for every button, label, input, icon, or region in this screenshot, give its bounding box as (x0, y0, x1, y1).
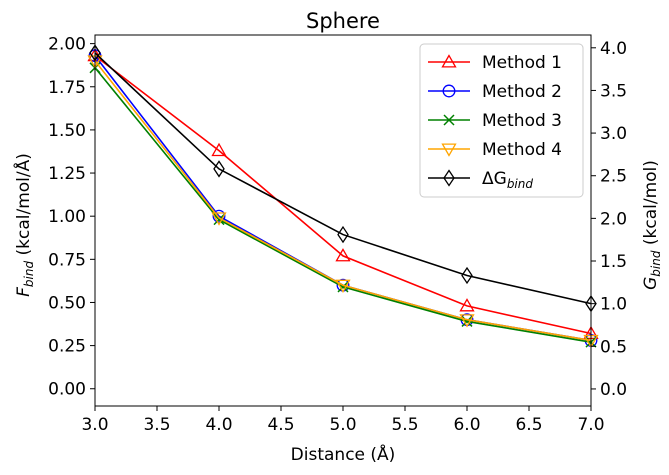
data-point (461, 266, 473, 285)
legend-item: Method 3 (428, 111, 562, 131)
series-line (94, 52, 592, 305)
legend-marker (442, 84, 456, 98)
x-tick-label: 5.5 (391, 415, 418, 435)
legend-label: Method 1 (482, 53, 562, 73)
legend-item: ΔGbind (428, 169, 533, 191)
data-point (459, 298, 475, 312)
left-y-tick-label: 0.50 (48, 293, 86, 313)
legend-item: Method 2 (428, 82, 562, 102)
x-tick-label: 7.0 (577, 415, 604, 435)
right-y-tick-label: 0.0 (600, 380, 627, 400)
x-tick-label: 5.0 (329, 415, 356, 435)
data-point (211, 142, 227, 157)
legend: Method 1 Method 2 Method 3 Method 4 ΔGbind (419, 43, 584, 198)
legend-label: Method 3 (482, 111, 562, 131)
left-y-tick-label: 1.25 (48, 164, 86, 184)
chart-title: Sphere (306, 9, 380, 33)
right-y-tick-label: 2.0 (600, 209, 627, 229)
data-point (213, 160, 225, 178)
data-point (335, 248, 351, 262)
right-y-tick-label: 2.5 (600, 167, 627, 187)
legend-label: ΔGbind (482, 169, 533, 191)
right-y-tick-label: 1.5 (600, 252, 627, 272)
x-tick-label: 3.0 (81, 415, 108, 435)
x-tick-label: 6.5 (515, 415, 542, 435)
right-y-tick-label: 0.5 (600, 337, 627, 357)
x-tick-label: 4.0 (205, 415, 232, 435)
x-tick-label: 4.5 (267, 415, 294, 435)
legend-item: Method 1 (428, 53, 562, 73)
left-y-tick-label: 2.00 (48, 35, 86, 55)
legend-box (419, 43, 584, 198)
data-point (335, 279, 351, 294)
right-y-tick-label: 3.5 (600, 81, 627, 101)
legend-item: Method 4 (428, 140, 562, 160)
data-point (337, 225, 349, 244)
left-y-axis: 0.00 0.25 0.50 0.75 1.00 1.25 1.50 1.75 2.00 (48, 35, 95, 400)
x-axis-label: Distance (Å) (291, 443, 396, 465)
left-y-tick-label: 1.00 (48, 207, 86, 227)
legend-label: Method 2 (482, 82, 562, 102)
right-y-axis: 0.0 0.5 1.0 1.5 2.0 2.5 3.0 3.5 4.0 (591, 39, 627, 400)
left-y-tick-label: 0.25 (48, 337, 86, 357)
data-point (211, 212, 227, 226)
legend-label: Method 4 (482, 140, 562, 160)
legend-marker (443, 169, 455, 187)
legend-marker (441, 54, 457, 68)
left-y-axis-label: Fbind (kcal/mol/Å) (12, 153, 36, 297)
data-point (459, 314, 475, 328)
left-y-tick-label: 1.50 (48, 121, 86, 141)
right-y-tick-label: 1.0 (600, 295, 627, 315)
data-point (212, 209, 226, 223)
right-y-tick-label: 4.0 (600, 39, 627, 59)
x-tick-label: 6.0 (453, 415, 480, 435)
legend-marker (443, 114, 455, 126)
left-y-tick-label: 0.00 (48, 380, 86, 400)
right-y-tick-label: 3.0 (600, 124, 627, 144)
data-point (213, 214, 225, 226)
series-line (94, 60, 592, 342)
left-y-tick-label: 1.75 (48, 78, 86, 98)
x-tick-label: 3.5 (143, 415, 170, 435)
x-axis: 3.0 3.5 4.0 4.5 5.0 5.5 6.0 6.5 7.0 (81, 406, 605, 435)
right-y-axis-label: Gbind (kcal/mol) (641, 160, 663, 290)
series-line (94, 55, 592, 335)
left-y-tick-label: 0.75 (48, 250, 86, 270)
legend-marker (441, 143, 457, 157)
